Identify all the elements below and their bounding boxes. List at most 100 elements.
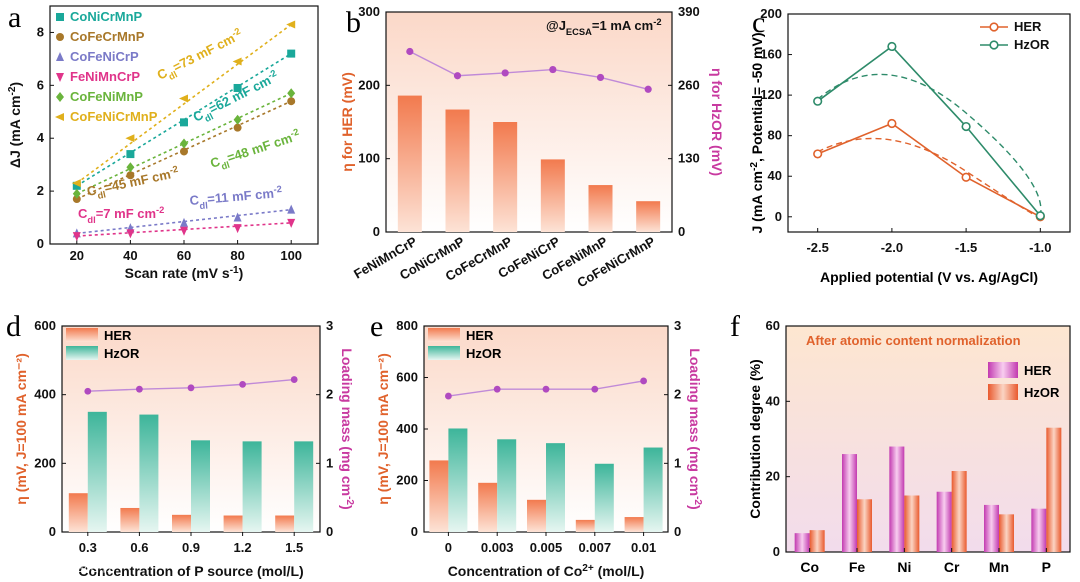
x-axis-label-part: Co (564, 563, 583, 579)
y-tick-label: 0 (411, 524, 418, 539)
y-axis-label: η for HER (mV) (339, 72, 355, 172)
bar-her (636, 201, 661, 232)
panel-letter-d: d (6, 310, 21, 343)
bar-her (588, 185, 613, 232)
x-axis-label-part: (mol/L) (594, 563, 645, 579)
x-tick-label: 1.2 (234, 540, 252, 555)
y-tick-label: 600 (396, 370, 418, 385)
y-tick-label: 0 (775, 209, 782, 224)
legend-label: HER (1014, 19, 1042, 34)
bar-her (889, 446, 905, 552)
data-point (233, 114, 242, 125)
y-tick-label: 400 (396, 421, 418, 436)
bar-her (68, 493, 88, 532)
data-point (887, 41, 897, 52)
data-point (180, 217, 188, 227)
legend-label: CoFeNiCrMnP (70, 109, 158, 124)
series-CoFeNiMnP (72, 88, 296, 199)
bar-her (575, 519, 595, 532)
legend-marker (989, 40, 999, 50)
point-hzor (644, 85, 652, 93)
legend-marker (56, 52, 64, 61)
x-tick-label: 0.9 (182, 540, 200, 555)
y2-tick-label: 2 (674, 387, 681, 402)
data-point (180, 138, 188, 149)
y2-tick-label: 3 (674, 318, 681, 333)
normalization-annotation: After atomic content normalization (806, 333, 1021, 348)
bar-hzor (448, 428, 468, 532)
panel-letter-c: c (752, 6, 765, 39)
bar-hzor (1046, 427, 1062, 552)
cdl-annotation-part: dl (167, 69, 179, 82)
legend-swatch-her (428, 328, 460, 342)
legend-swatch-hzor (428, 346, 460, 360)
data-point (233, 83, 242, 92)
bar-her (172, 514, 191, 532)
data-point (233, 123, 242, 132)
x-tick-label: 20 (70, 248, 84, 263)
bar-hzor (857, 499, 872, 552)
point-hzor (549, 65, 557, 74)
x-tick-label: Co (800, 559, 819, 575)
point-loading-mass (239, 380, 247, 388)
data-point (233, 212, 242, 222)
bar-her (478, 482, 498, 532)
watermark-text: 大数据格物 (36, 557, 116, 575)
x-tick-label: 0.007 (579, 540, 612, 555)
y-axis-label-part: ) (7, 82, 23, 87)
y-tick-label: 40 (768, 168, 782, 183)
y-tick-label: 300 (358, 4, 380, 19)
y2-tick-label: 130 (678, 151, 700, 166)
bar-her (527, 499, 546, 532)
bar-her (984, 504, 999, 552)
point-loading-mass (493, 385, 501, 393)
cdl-annotation-part: cm (151, 167, 173, 186)
cdl-annotation-part: -2 (230, 26, 242, 39)
y-axis-label-part: cm (7, 96, 23, 116)
y2-axis-label: Loading mass (mg cm-2) (339, 348, 356, 509)
point-hzor (453, 72, 462, 80)
cdl-annotation-part: -2 (289, 127, 300, 139)
data-point (961, 172, 971, 182)
y-tick-label: 400 (34, 387, 56, 402)
data-point (287, 97, 296, 106)
x-axis-label-part: Concentration of (448, 563, 564, 579)
y-tick-label: 200 (396, 473, 418, 488)
trend-line (817, 137, 1042, 219)
x-tick-label: 100 (280, 248, 302, 263)
cdl-annotation: Cdl=73 mF cm-2 (154, 26, 246, 86)
y2-tick-label: 260 (678, 77, 700, 92)
y2-axis-label-part: cm (339, 476, 355, 496)
data-point (180, 118, 188, 127)
legend-label: HzOR (1014, 37, 1050, 52)
x-tick-label: 40 (123, 248, 137, 263)
y-axis-label-part: , Potential= -50 mV) (749, 32, 765, 162)
legend-marker (55, 113, 64, 121)
panel-c-potential-line-chart: c -2.5 -2.0 -1.5 -1.0 0 40 80 120 160 200 Applied p… (749, 6, 1071, 285)
series-CoFeNiCrMnP (71, 20, 296, 188)
data-point (887, 118, 897, 129)
bar-her (397, 95, 422, 232)
cdl-annotation-part: =11 mF (207, 187, 256, 206)
y-tick-label: 100 (358, 151, 380, 166)
x-axis-label: Concentration of Co2+ (mol/L) (448, 563, 645, 580)
bar-hzor (546, 443, 565, 532)
point-loading-mass (187, 384, 195, 392)
y-tick-label: 80 (768, 128, 782, 143)
data-point (233, 224, 242, 234)
legend-swatch-her (66, 328, 98, 342)
y2-axis-label-part: ) (339, 505, 355, 510)
y2-axis-label-part: -2 (693, 496, 704, 505)
data-point (287, 218, 296, 228)
y2-tick-label: 0 (326, 524, 333, 539)
legend-label-hzor: HzOR (466, 346, 502, 361)
legend-label-her: HER (104, 328, 132, 343)
cdl-annotation-part: C (189, 192, 200, 208)
y-axis-label-part: ΔJ (mA (7, 116, 23, 168)
x-tick-label: 80 (230, 248, 244, 263)
legend-marker (56, 33, 64, 41)
bar-hzor (904, 495, 920, 552)
watermark: 大数据格物 (12, 555, 116, 575)
bar-hzor (497, 439, 517, 532)
point-loading-mass (640, 377, 647, 385)
